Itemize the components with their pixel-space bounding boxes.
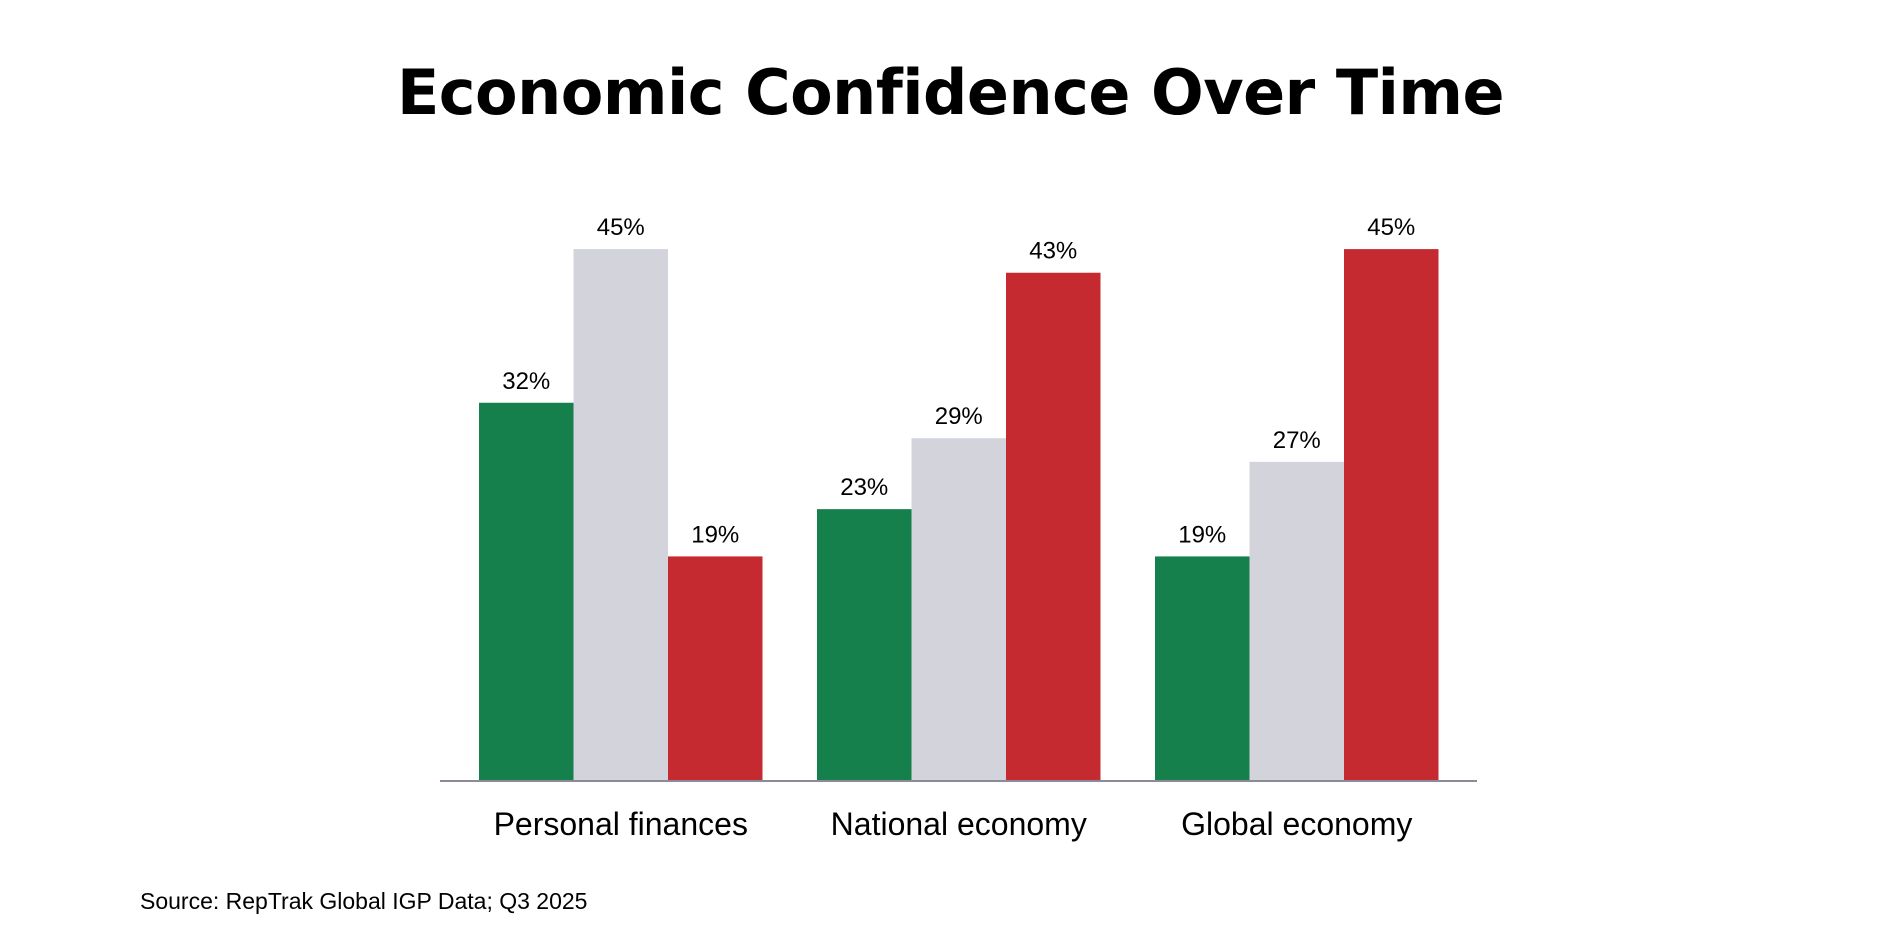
data-label-1-2: 45% [597,214,645,241]
bar-2-1 [817,509,912,781]
category-labels-layer: Personal finances National economy Global … [494,806,1413,842]
bar-1-1 [479,402,574,781]
data-labels-layer: 32% 45% 19% 23% 29% 43% 19% 27% 45% [502,214,1415,548]
category-label-2: National economy [831,806,1087,842]
bar-3-1 [1155,556,1250,781]
bar-1-3 [668,556,763,781]
data-label-3-3: 45% [1367,214,1415,241]
data-label-2-3: 43% [1029,238,1077,265]
data-label-3-2: 27% [1273,427,1321,454]
bar-3-2 [1249,461,1344,781]
bars-layer [479,249,1439,782]
data-label-3-1: 19% [1178,521,1226,548]
data-label-1-3: 19% [691,521,739,548]
data-label-2-2: 29% [935,403,983,430]
bar-2-2 [911,438,1006,781]
data-label-2-1: 23% [840,474,888,501]
chart-title: Economic Confidence Over Time [396,56,1505,129]
bar-3-3 [1344,249,1439,782]
bar-2-3 [1006,272,1101,781]
source-note: Source: RepTrak Global IGP Data; Q3 2025 [140,888,588,914]
category-label-1: Personal finances [494,806,748,842]
data-label-1-1: 32% [502,368,550,395]
category-label-3: Global economy [1181,806,1412,842]
bar-1-2 [573,249,668,782]
